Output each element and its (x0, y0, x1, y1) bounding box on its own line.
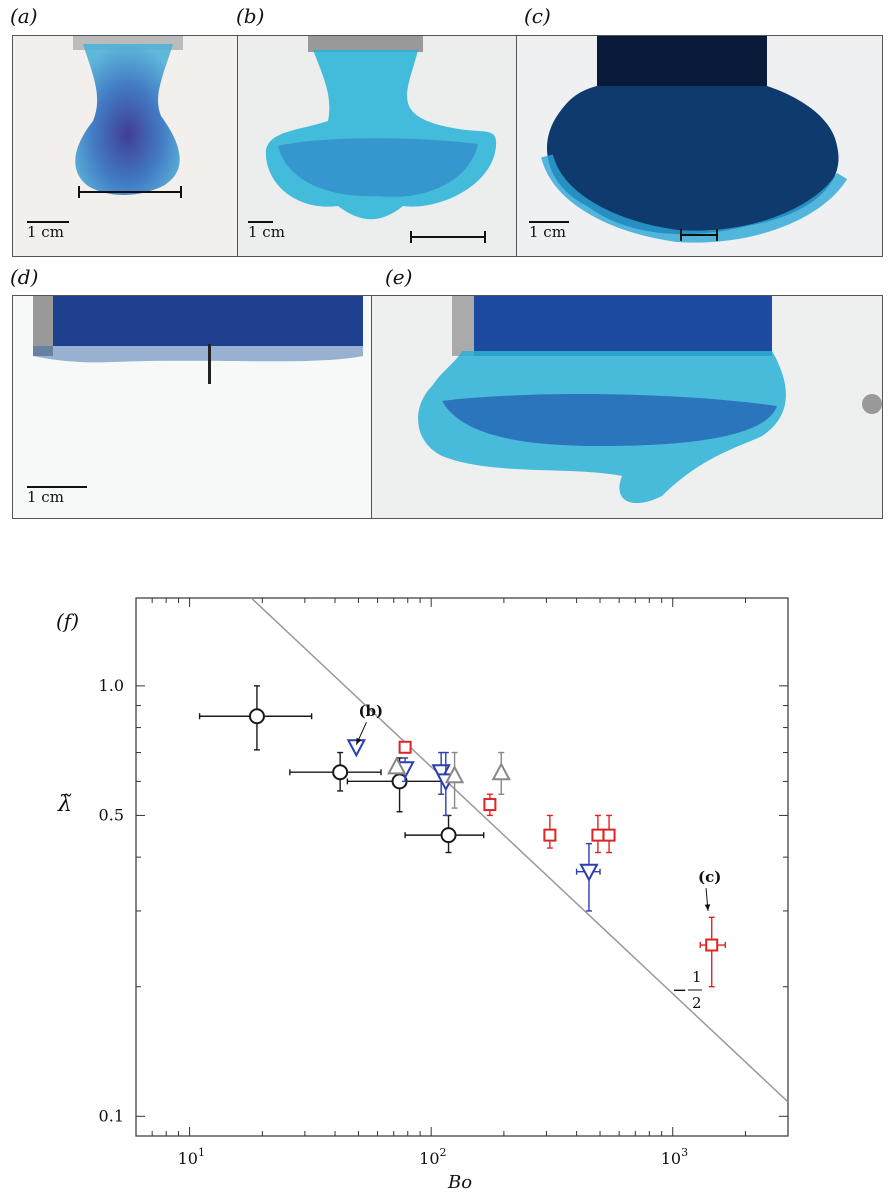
data-point-circle (440, 827, 457, 844)
data-point-triangle-down (579, 863, 599, 882)
photo-panel-e (371, 295, 883, 519)
y-tick-label: 1.0 (99, 676, 124, 695)
panel-c-label: (c) (524, 4, 551, 28)
data-point-square (398, 740, 412, 754)
annotation-label: (b) (358, 702, 383, 720)
scale-bar-d: 1 cm (27, 486, 87, 506)
annotation-arrowhead (704, 904, 711, 911)
x-tick-label: 103 (661, 1146, 688, 1168)
fit-line (250, 597, 789, 1103)
photo-c-drawing (541, 36, 848, 243)
photo-a-drawing (73, 36, 183, 198)
y-tick-label: 0.1 (99, 1106, 124, 1125)
data-point-circle (332, 764, 349, 781)
photo-panel-d: 1 cm (12, 295, 372, 519)
data-point-triangle-up (444, 765, 465, 784)
scale-bar-a: 1 cm (27, 221, 69, 241)
fit-slope-denominator: 2 (692, 994, 702, 1012)
y-axis-label: λ̃ (57, 792, 72, 817)
data-point-circle (248, 708, 265, 725)
data-point-square (602, 828, 616, 842)
x-axis-label: Bo (447, 1172, 472, 1193)
scale-label-d: 1 cm (27, 488, 64, 506)
data-point-triangle-up (491, 762, 511, 781)
scale-bar-b: 1 cm (248, 221, 285, 241)
photo-panel-a: 1 cm (12, 35, 238, 257)
photo-panel-b: 1 cm (237, 35, 517, 257)
x-tick-label: 102 (419, 1146, 446, 1168)
scale-label-a: 1 cm (27, 223, 64, 241)
photo-b-drawing (265, 36, 497, 243)
annotation-label: (c) (698, 868, 721, 886)
photo-panel-c: 1 cm (516, 35, 883, 257)
data-point-square (483, 798, 497, 812)
data-point-square (543, 828, 557, 842)
scale-bar-c: 1 cm (529, 221, 569, 241)
scale-label-c: 1 cm (529, 223, 566, 241)
x-tick-label: 101 (178, 1146, 205, 1168)
fit-slope-sign: − (672, 980, 687, 1001)
panel-f-label: (f) (56, 609, 79, 633)
panel-e-label: (e) (385, 265, 413, 289)
photo-e-drawing (418, 296, 882, 504)
scale-label-b: 1 cm (248, 223, 285, 241)
panel-d-label: (d) (10, 265, 39, 289)
photo-d-drawing (33, 296, 363, 384)
data-point-triangle-up (387, 756, 407, 775)
plot-frame (135, 597, 789, 1137)
data-point-square (591, 828, 605, 842)
data-point-square (705, 938, 719, 952)
annotation-arrowhead (356, 737, 362, 745)
panel-b-label: (b) (236, 4, 265, 28)
data-point-triangle-down (346, 739, 366, 758)
panel-a-label: (a) (10, 4, 38, 28)
y-tick-label: 0.5 (99, 805, 124, 824)
fit-slope-numerator: 1 (692, 968, 702, 986)
